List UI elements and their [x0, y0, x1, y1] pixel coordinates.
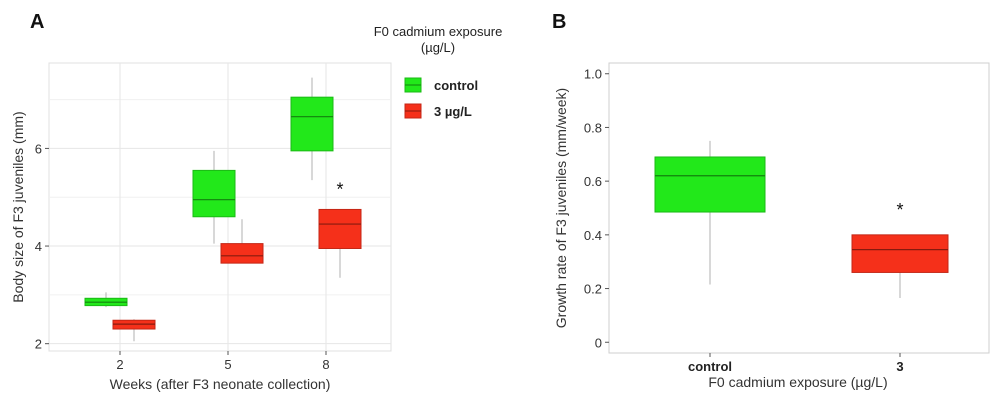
panel-a-x-tick-label: 2 — [116, 357, 123, 372]
panel-b-boxes — [654, 140, 949, 298]
panel-a-x-ticks: 2 5 8 — [116, 351, 330, 372]
panel-b-y-tick-label: 0.8 — [584, 120, 602, 135]
legend-item-cadmium: 3 µg/L — [404, 103, 472, 119]
legend-item-control: control — [404, 77, 478, 93]
panel-a-box-cadmium-week-8-iqr — [318, 208, 362, 249]
panel-a-x-tick-label: 8 — [322, 357, 329, 372]
panel-b-y-tick-label: 0.2 — [584, 282, 602, 297]
panel-a-significance-marker: * — [336, 179, 343, 199]
panel-a-box-control-week-5 — [192, 150, 236, 244]
panel-b-y-axis-label: Growth rate of F3 juveniles (mm/week) — [553, 88, 569, 328]
panel-a-annotations: * — [336, 179, 343, 199]
panel-b-y-tick-label: 1.0 — [584, 67, 602, 82]
panel-a-box-control-week-5-iqr — [192, 169, 236, 218]
panel-b-significance-marker: * — [896, 200, 903, 220]
panel-a-chart: 2 4 6 2 5 8 * Weeks (after F3 neonate collec… — [10, 62, 392, 392]
panel-b-box-cadmium-iqr — [851, 234, 949, 273]
panel-a-y-tick-label: 2 — [35, 337, 42, 352]
panel-b-box-control — [654, 140, 766, 285]
panel-b-box-cadmium — [851, 234, 949, 298]
panel-a-box-control-week-8-iqr — [290, 96, 334, 152]
legend-title-line2: (µg/L) — [421, 40, 455, 55]
panel-a-y-tick-label: 6 — [35, 141, 42, 156]
legend-label-cadmium: 3 µg/L — [434, 104, 472, 119]
panel-a-y-ticks: 2 4 6 — [35, 141, 49, 352]
panel-b-label: B — [552, 11, 566, 33]
panel-b-x-tick-label: control — [688, 359, 732, 374]
panel-a-y-tick-label: 4 — [35, 239, 42, 254]
panel-a-box-control-week-8 — [290, 77, 334, 181]
panel-a-box-cadmium-week-5-iqr — [220, 243, 264, 264]
panel-b-box-control-iqr — [654, 156, 766, 213]
panel-a-label: A — [30, 11, 44, 33]
panel-b-x-axis-label: F0 cadmium exposure (µg/L) — [708, 374, 887, 390]
panel-b-annotations: * — [896, 200, 903, 220]
panel-b-y-tick-label: 0.6 — [584, 174, 602, 189]
panel-b-x-tick-label: 3 — [896, 359, 903, 374]
panel-a-boxes — [84, 77, 362, 342]
panel-a-box-cadmium-week-8 — [318, 208, 362, 278]
panel-b-y-tick-label: 0 — [595, 335, 602, 350]
panel-b-chart: 0 0.2 0.4 0.6 0.8 1.0 control 3 * F0 cadmium e… — [553, 62, 990, 390]
panel-a-box-cadmium-week-2 — [112, 319, 156, 342]
panel-a-box-cadmium-week-5 — [220, 219, 264, 264]
panel-b-y-ticks: 0 0.2 0.4 0.6 0.8 1.0 — [584, 67, 609, 350]
legend-title-line1: F0 cadmium exposure — [374, 24, 503, 39]
panel-b-x-ticks: control 3 — [688, 353, 904, 374]
panel-a-x-axis-label: Weeks (after F3 neonate collection) — [110, 376, 331, 392]
panel-b-y-tick-label: 0.4 — [584, 228, 602, 243]
panel-a-x-tick-label: 5 — [224, 357, 231, 372]
panel-a-y-axis-label: Body size of F3 juveniles (mm) — [10, 111, 26, 302]
legend-label-control: control — [434, 78, 478, 93]
legend: F0 cadmium exposure (µg/L) control 3 µg/… — [374, 24, 503, 119]
panel-a-box-control-week-2 — [84, 292, 128, 308]
